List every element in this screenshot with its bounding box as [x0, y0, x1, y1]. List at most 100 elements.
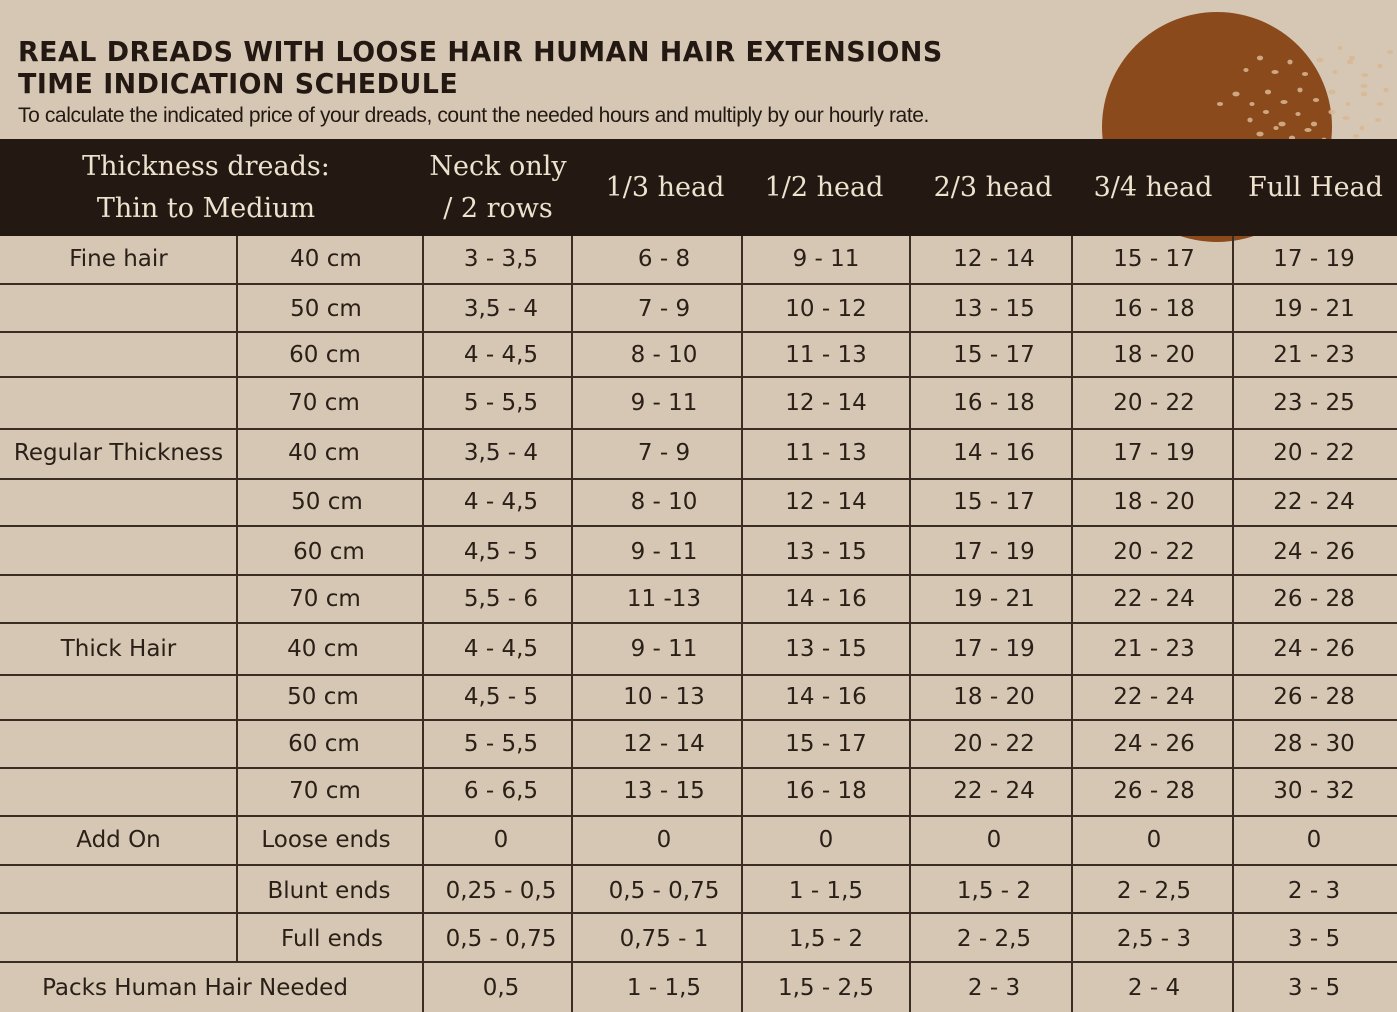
table-cell: 17 - 19 [1113, 440, 1195, 466]
table-cell: 26 - 28 [1273, 684, 1355, 710]
table-cell: 12 - 14 [623, 731, 705, 757]
row-length-label: 50 cm [290, 296, 362, 322]
deco-dot [1386, 50, 1394, 54]
table-cell: 22 - 24 [1273, 489, 1355, 515]
header-full-head: Full Head [1234, 139, 1397, 236]
deco-dot [1328, 109, 1336, 115]
table-cell: 10 - 13 [623, 684, 705, 710]
table-cell: 19 - 21 [1273, 296, 1355, 322]
deco-dot [1383, 87, 1389, 93]
table-cell: 20 - 22 [1113, 539, 1195, 565]
table-cell: 0,5 - 0,75 [608, 878, 720, 904]
deco-dot [1264, 89, 1272, 95]
group-label: Add On [76, 827, 161, 853]
table-cell: 7 - 9 [637, 440, 691, 466]
table-cell: 24 - 26 [1273, 539, 1355, 565]
deco-dot [1232, 91, 1240, 97]
table-cell: 22 - 24 [953, 778, 1035, 804]
group-label: Thick Hair [60, 636, 177, 662]
table-cell: 0,75 - 1 [619, 926, 709, 952]
table-cell: 2,5 - 3 [1116, 926, 1192, 952]
table-row-divider [0, 815, 1397, 817]
table-cell: 12 - 14 [785, 390, 867, 416]
deco-dot [1287, 59, 1293, 65]
deco-dot [1374, 118, 1382, 122]
table-row-divider [0, 767, 1397, 769]
table-cell: 14 - 16 [785, 586, 867, 612]
header-two-thirds-head: 2/3 head [910, 139, 1076, 236]
table-row-divider [0, 428, 1397, 430]
deco-dot [1243, 68, 1249, 72]
table-row-divider [0, 961, 1397, 963]
header-one-third-label: 1/3 head [605, 171, 725, 203]
deco-dot [1342, 116, 1350, 120]
deco-dot [1359, 125, 1365, 131]
table-cell: 21 - 23 [1273, 342, 1355, 368]
table-cell: 11 - 13 [785, 342, 867, 368]
table-cell: 2 - 3 [1287, 878, 1341, 904]
row-length-label: Full ends [281, 926, 383, 952]
table-row-divider [0, 674, 1397, 676]
row-length-label: Blunt ends [267, 878, 391, 904]
deco-dot [1262, 110, 1270, 114]
deco-dot [1345, 102, 1351, 106]
deco-dot [1352, 134, 1360, 138]
table-cell: 19 - 21 [953, 586, 1035, 612]
deco-dot [1216, 102, 1224, 106]
table-cell: 2 - 2,5 [956, 926, 1032, 952]
header-thickness-line-1: Thickness dreads: [82, 150, 330, 182]
table-column-divider [236, 236, 238, 962]
hours-table: Fine hair 40 cm 3 - 3,5 6 - 8 9 - 11 12 - 14 1… [0, 236, 1397, 1012]
table-column-divider [422, 236, 424, 1012]
table-cell: 11 -13 [626, 586, 702, 612]
table-cell: 30 - 32 [1273, 778, 1355, 804]
table-cell: 15 - 17 [785, 731, 867, 757]
row-length-label: 70 cm [289, 778, 361, 804]
deco-dot [1295, 112, 1301, 116]
table-cell: 6 - 6,5 [463, 778, 539, 804]
table-cell: 15 - 17 [953, 489, 1035, 515]
table-cell: 11 - 13 [785, 440, 867, 466]
deco-dot [1312, 98, 1320, 102]
deco-dot [1360, 91, 1368, 97]
table-cell: 20 - 22 [1273, 440, 1355, 466]
table-cell: 2 - 2,5 [1116, 878, 1192, 904]
packs-label: Packs Human Hair Needed [42, 975, 348, 1001]
table-cell: 1,5 - 2 [788, 926, 864, 952]
table-cell: 9 - 11 [630, 539, 698, 565]
table-row-divider [0, 622, 1397, 624]
table-cell: 12 - 14 [785, 489, 867, 515]
table-cell: 26 - 28 [1113, 778, 1195, 804]
table-cell: 1,5 - 2 [956, 878, 1032, 904]
table-cell: 3,5 - 4 [463, 296, 539, 322]
deco-dot [1361, 73, 1369, 77]
header-neck-line-2: / 2 rows [443, 192, 553, 224]
table-row-divider [0, 283, 1397, 285]
table-cell: 4 - 4,5 [463, 489, 539, 515]
table-cell: 26 - 28 [1273, 586, 1355, 612]
table-cell: 14 - 16 [953, 440, 1035, 466]
table-cell: 0 [986, 827, 1002, 853]
deco-dot [1304, 128, 1312, 132]
table-cell: 18 - 20 [1113, 342, 1195, 368]
table-cell: 5,5 - 6 [463, 586, 539, 612]
row-length-label: 70 cm [289, 586, 361, 612]
table-cell: 4 - 4,5 [463, 342, 539, 368]
table-cell: 8 - 10 [630, 342, 698, 368]
table-header-band [0, 139, 1397, 236]
table-cell: 5 - 5,5 [463, 390, 539, 416]
table-cell: 15 - 17 [1113, 246, 1195, 272]
table-column-divider [1232, 236, 1234, 1012]
table-column-divider [571, 236, 573, 1012]
table-cell: 7 - 9 [637, 296, 691, 322]
table-column-divider [909, 236, 911, 1012]
group-label: Regular Thickness [13, 440, 224, 466]
table-cell: 9 - 11 [630, 636, 698, 662]
table-cell: 0 [1146, 827, 1162, 853]
row-length-label: 70 cm [288, 390, 360, 416]
header-neck-only: Neck only / 2 rows [424, 139, 572, 236]
deco-dot [1280, 100, 1288, 104]
deco-dot [1256, 131, 1264, 137]
table-cell: 22 - 24 [1113, 684, 1195, 710]
header-one-third-head: 1/3 head [579, 139, 751, 236]
